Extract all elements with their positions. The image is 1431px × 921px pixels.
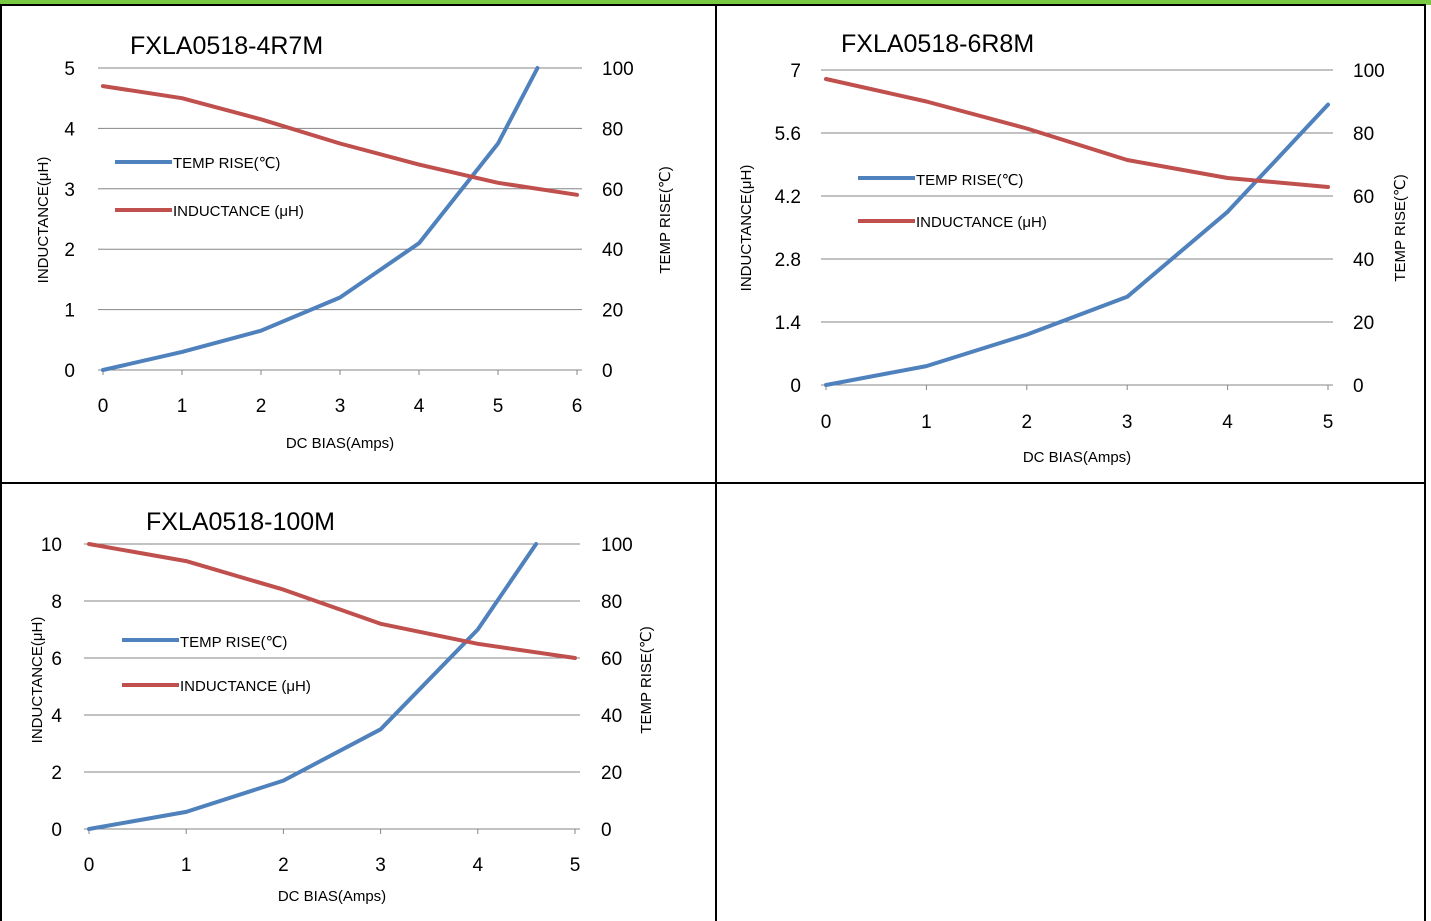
x-tick-label: 5 bbox=[570, 855, 581, 876]
y-left-tick-label: 4.2 bbox=[775, 187, 801, 208]
y-axis-right-label: TEMP RISE(℃) bbox=[657, 166, 674, 273]
y-left-tick-label: 3 bbox=[64, 180, 75, 201]
y-right-tick-label: 20 bbox=[601, 763, 622, 784]
legend-label-inductance: INDUCTANCE (μH) bbox=[180, 678, 311, 695]
x-axis-label: DC BIAS(Amps) bbox=[1023, 449, 1131, 466]
y-left-tick-label: 7 bbox=[790, 61, 801, 82]
x-tick-label: 5 bbox=[1323, 412, 1334, 433]
legend-label-inductance: INDUCTANCE (μH) bbox=[173, 203, 304, 220]
chart-title: FXLA0518-6R8M bbox=[841, 30, 1034, 58]
y-left-tick-label: 1 bbox=[64, 301, 75, 322]
y-left-tick-label: 2 bbox=[64, 240, 75, 261]
y-right-tick-label: 20 bbox=[1353, 313, 1374, 334]
y-right-tick-label: 80 bbox=[601, 592, 622, 613]
chart-title: FXLA0518-4R7M bbox=[130, 32, 323, 60]
series-line-inductance bbox=[87, 542, 577, 660]
y-left-tick-label: 0 bbox=[64, 361, 75, 382]
x-tick-label: 2 bbox=[256, 396, 267, 417]
gridlines bbox=[89, 543, 575, 773]
x-tick-label: 3 bbox=[375, 855, 386, 876]
y-right-tick-label: 100 bbox=[602, 59, 634, 80]
table-border-top bbox=[0, 4, 1426, 6]
x-axis-label: DC BIAS(Amps) bbox=[286, 435, 394, 452]
y-right-tick-label: 80 bbox=[602, 119, 623, 140]
y-left-tick-label: 6 bbox=[51, 649, 62, 670]
series-line-inductance bbox=[101, 84, 579, 197]
y-right-tick-label: 40 bbox=[601, 706, 622, 727]
y-left-tick-label: 0 bbox=[51, 820, 62, 841]
y-right-tick-label: 100 bbox=[1353, 61, 1385, 82]
chart-fxla0518-100m: FXLA0518-100M 0 1 2 3 4 5 0 2 4 6 8 10 0 20 40 60 80 10… bbox=[29, 508, 655, 905]
legend-label-temp-rise: TEMP RISE(℃) bbox=[173, 155, 280, 172]
y-left-tick-label: 10 bbox=[41, 535, 62, 556]
x-tick-label: 4 bbox=[414, 396, 425, 417]
top-strip bbox=[0, 0, 1431, 5]
gridlines bbox=[103, 67, 577, 311]
x-tick-label: 4 bbox=[1222, 412, 1233, 433]
series-line-inductance bbox=[824, 77, 1330, 189]
table-border-right bbox=[1424, 4, 1426, 921]
x-tick-label: 5 bbox=[493, 396, 504, 417]
chart-fxla0518-4r7m: FXLA0518-4R7M 0 1 2 3 4 5 6 0 1 2 3 4 5 0 20 40 60 80 10… bbox=[35, 32, 674, 452]
y-left-tick-label: 2.8 bbox=[775, 250, 801, 271]
x-tick-label: 0 bbox=[84, 855, 95, 876]
table-border-middle-vertical bbox=[715, 4, 717, 921]
table-border-middle-horizontal bbox=[0, 482, 1426, 484]
y-right-tick-label: 0 bbox=[1353, 376, 1364, 397]
y-left-tick-label: 0 bbox=[790, 376, 801, 397]
y-right-tick-label: 40 bbox=[1353, 250, 1374, 271]
y-right-tick-label: 60 bbox=[602, 180, 623, 201]
y-left-tick-label: 4 bbox=[64, 119, 75, 140]
x-tick-label: 0 bbox=[821, 412, 832, 433]
x-tick-label: 3 bbox=[1122, 412, 1133, 433]
gridlines bbox=[826, 69, 1328, 323]
series-line-temp-rise bbox=[87, 542, 539, 831]
x-axis-label: DC BIAS(Amps) bbox=[278, 888, 386, 905]
x-tick-label: 6 bbox=[572, 396, 583, 417]
y-left-tick-label: 8 bbox=[51, 592, 62, 613]
x-tick-label: 0 bbox=[98, 396, 109, 417]
y-left-tick-label: 2 bbox=[51, 763, 62, 784]
table-border-left bbox=[0, 4, 2, 921]
y-left-tick-label: 4 bbox=[51, 706, 62, 727]
x-tick-label: 1 bbox=[181, 855, 192, 876]
x-tick-label: 2 bbox=[278, 855, 289, 876]
y-right-tick-label: 60 bbox=[1353, 187, 1374, 208]
x-tick-label: 1 bbox=[177, 396, 188, 417]
y-right-tick-label: 80 bbox=[1353, 124, 1374, 145]
y-axis-right-label: TEMP RISE(℃) bbox=[638, 626, 655, 733]
y-right-tick-label: 0 bbox=[602, 361, 613, 382]
y-axis-left-label: INDUCTANCE(μH) bbox=[35, 157, 52, 284]
y-right-tick-label: 40 bbox=[602, 240, 623, 261]
legend-label-temp-rise: TEMP RISE(℃) bbox=[180, 634, 287, 651]
y-right-tick-label: 20 bbox=[602, 301, 623, 322]
legend: TEMP RISE(℃) INDUCTANCE (μH) bbox=[122, 634, 311, 695]
y-right-tick-label: 60 bbox=[601, 649, 622, 670]
y-axis-right-label: TEMP RISE(℃) bbox=[1392, 174, 1409, 281]
y-right-tick-label: 0 bbox=[601, 820, 612, 841]
x-tick-label: 2 bbox=[1022, 412, 1033, 433]
x-tick-label: 3 bbox=[335, 396, 346, 417]
y-left-tick-label: 1.4 bbox=[775, 313, 802, 334]
legend-label-inductance: INDUCTANCE (μH) bbox=[916, 214, 1047, 231]
legend-label-temp-rise: TEMP RISE(℃) bbox=[916, 172, 1023, 189]
x-tick-label: 4 bbox=[473, 855, 484, 876]
series-line-temp-rise bbox=[101, 66, 540, 372]
chart-fxla0518-6r8m: FXLA0518-6R8M 0 1 2 3 4 5 0 1.4 2.8 4.2 5.6 7 0 20 4… bbox=[738, 30, 1409, 466]
y-right-tick-label: 100 bbox=[601, 535, 633, 556]
legend: TEMP RISE(℃) INDUCTANCE (μH) bbox=[115, 155, 304, 220]
y-axis-left-label: INDUCTANCE(μH) bbox=[738, 165, 755, 292]
chart-title: FXLA0518-100M bbox=[146, 508, 335, 536]
legend: TEMP RISE(℃) INDUCTANCE (μH) bbox=[858, 172, 1047, 231]
series-line-temp-rise bbox=[824, 102, 1330, 387]
y-left-tick-label: 5.6 bbox=[775, 124, 801, 145]
y-axis-left-label: INDUCTANCE(μH) bbox=[29, 617, 46, 744]
y-left-tick-label: 5 bbox=[64, 59, 75, 80]
x-tick-label: 1 bbox=[921, 412, 932, 433]
